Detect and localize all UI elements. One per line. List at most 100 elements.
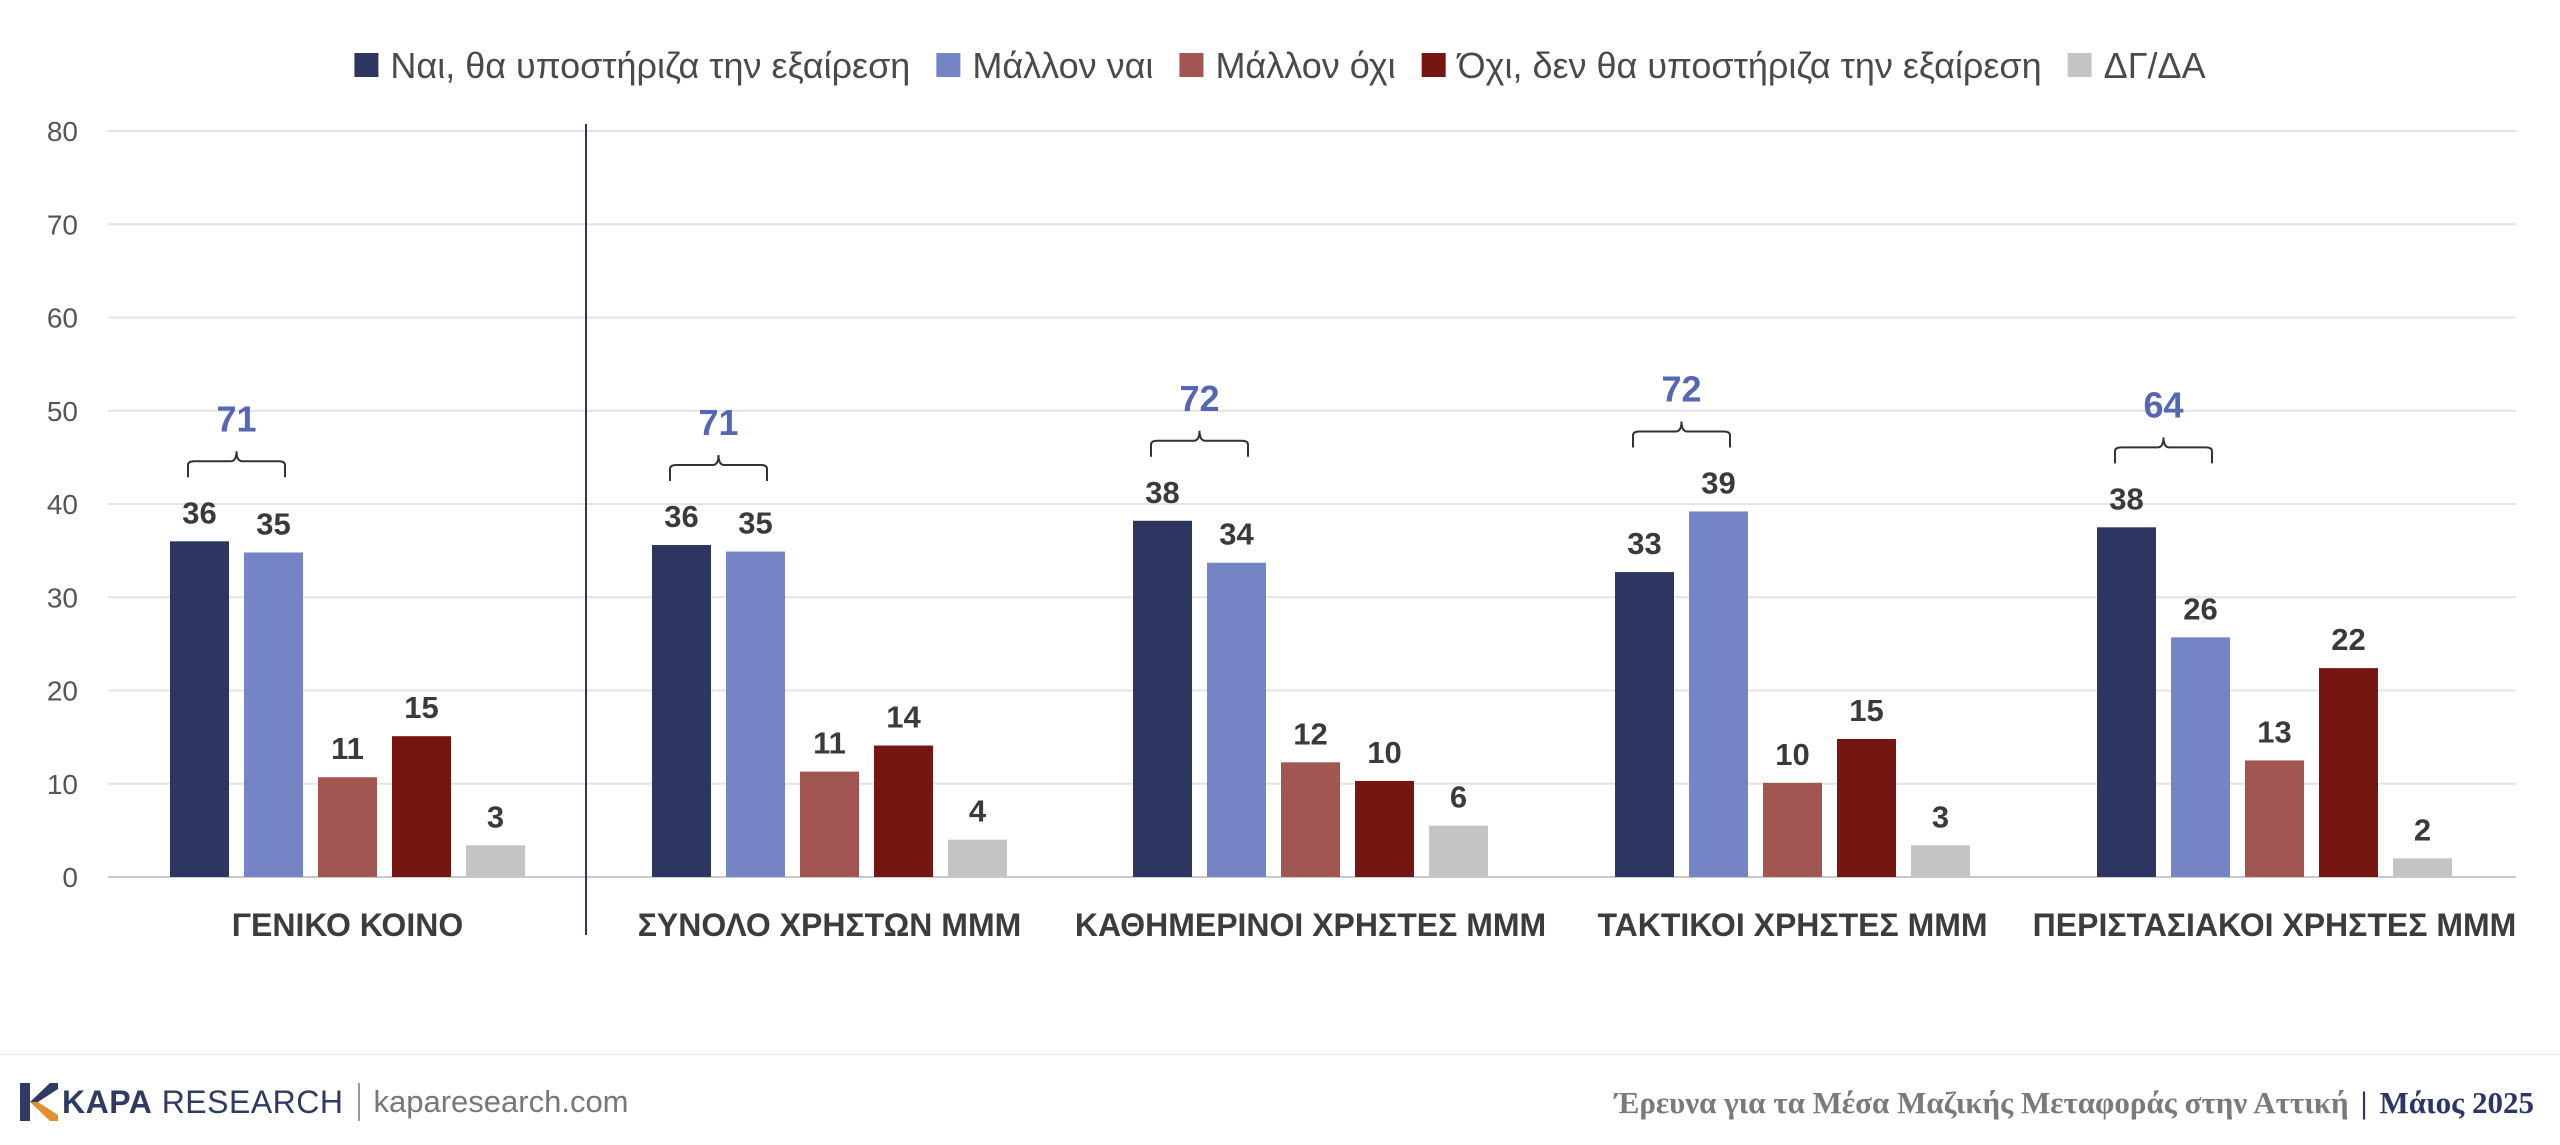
bar-value-label: 15 [404, 690, 438, 725]
legend: Ναι, θα υποστήριζα την εξαίρεση Μάλλον να… [354, 45, 2206, 86]
y-tick-label: 30 [47, 582, 78, 613]
bar-value-label: 22 [2331, 622, 2365, 657]
bar [466, 845, 525, 877]
category-labels: ΓΕΝΙΚΟ ΚΟΙΝΟ ΣΥΝΟΛΟ ΧΡΗΣΤΩΝ ΜΜΜ ΚΑΘΗΜΕΡΙΝΟ… [232, 907, 2517, 943]
bar [1207, 562, 1266, 877]
bar [726, 551, 785, 877]
footer: KAPA RESEARCH kaparesearch.com Έρευνα γι… [0, 1054, 2560, 1145]
legend-swatch [1421, 53, 1446, 77]
bar-value-label: 36 [664, 499, 698, 534]
y-tick-label: 60 [47, 303, 78, 334]
gridlines [108, 130, 2516, 878]
y-axis-ticks: 0 10 20 30 40 50 60 70 80 [47, 116, 78, 893]
bar [874, 745, 933, 877]
survey-info: Έρευνα για τα Μέσα Μαζικής Μεταφοράς στη… [1615, 1083, 2534, 1123]
legend-label: Μάλλον όχι [1215, 45, 1395, 86]
sum-brace [669, 455, 768, 482]
bar-value-label: 4 [969, 794, 987, 829]
y-tick-label: 70 [47, 209, 78, 240]
legend-swatch [936, 53, 961, 77]
legend-label: Όχι, δεν θα υποστήριζα την εξαίρεση [1456, 45, 2042, 86]
brand-name: KAPA RESEARCH [62, 1084, 344, 1121]
sum-brace [1632, 421, 1731, 448]
bar [1429, 825, 1488, 877]
bar-value-label: 39 [1701, 465, 1735, 500]
bar [2393, 858, 2452, 877]
bar-value-label: 2 [2414, 812, 2431, 847]
bar-value-label: 38 [2109, 481, 2143, 516]
bar [800, 771, 859, 877]
category-label: ΚΑΘΗΜΕΡΙΝΟΙ ΧΡΗΣΤΕΣ ΜΜΜ [1075, 907, 1546, 943]
bar [948, 839, 1007, 877]
bar-value-label: 35 [256, 506, 290, 541]
y-tick-label: 50 [47, 396, 78, 427]
bar [1133, 520, 1192, 877]
bar-value-label: 10 [1775, 737, 1809, 772]
bar-value-label: 36 [182, 495, 216, 530]
bar-value-label: 11 [331, 731, 364, 766]
y-tick-label: 0 [62, 862, 78, 893]
sum-brace [187, 451, 286, 478]
bar-value-label: 35 [738, 506, 772, 541]
survey-separator: | [2360, 1085, 2368, 1120]
legend-swatch [2067, 53, 2092, 77]
bar [1355, 780, 1414, 877]
sum-label: 64 [2143, 384, 2183, 425]
legend-label: Μάλλον ναι [972, 45, 1153, 86]
sum-label: 72 [1661, 368, 1701, 409]
bar-value-label: 33 [1627, 526, 1661, 561]
brand-separator [357, 1083, 360, 1121]
sum-label: 72 [1179, 378, 1219, 419]
bar-value-label: 34 [1219, 517, 1254, 552]
bar-value-label: 12 [1293, 716, 1327, 751]
survey-date: Μάιος 2025 [2379, 1085, 2534, 1120]
bar-value-label: 10 [1367, 735, 1401, 770]
y-tick-label: 40 [47, 489, 78, 520]
bar [392, 736, 451, 877]
bar [1689, 511, 1748, 877]
sum-label: 71 [698, 402, 738, 443]
legend-item: Ναι, θα υποστήριζα την εξαίρεση [354, 45, 910, 86]
sum-label: 71 [216, 398, 256, 439]
value-labels: 36 35 11 15 3 36 35 11 14 4 38 34 12 10 6 33 39 10 15 3 38 26… [182, 465, 2431, 847]
bar-value-label: 26 [2183, 591, 2217, 626]
y-tick-label: 10 [47, 769, 78, 800]
brand[interactable]: KAPA RESEARCH kaparesearch.com [20, 1079, 629, 1125]
y-tick-label: 20 [47, 676, 78, 707]
bar [1281, 762, 1340, 877]
kapa-logo-icon [20, 1083, 58, 1121]
category-label: ΤΑΚΤΙΚΟΙ ΧΡΗΣΤΕΣ ΜΜΜ [1597, 907, 1987, 943]
bar [1837, 738, 1896, 877]
brand-name-bold: KAPA [62, 1083, 153, 1120]
category-label: ΓΕΝΙΚΟ ΚΟΙΝΟ [232, 907, 463, 943]
bar [2319, 668, 2378, 877]
bar-value-label: 38 [1145, 475, 1179, 510]
legend-item: ΔΓ/ΔΑ [2067, 45, 2206, 86]
sum-braces: 71 71 72 72 64 [187, 368, 2213, 482]
bar [2245, 760, 2304, 877]
sum-brace [2114, 437, 2213, 464]
bar-value-label: 11 [813, 726, 846, 761]
bar-value-label: 13 [2257, 714, 2291, 749]
bar [1615, 572, 1674, 877]
bar [318, 777, 377, 877]
website-link[interactable]: kaparesearch.com [373, 1084, 629, 1119]
legend-item: Όχι, δεν θα υποστήριζα την εξαίρεση [1421, 45, 2042, 86]
legend-item: Μάλλον όχι [1179, 45, 1396, 86]
survey-title: Έρευνα για τα Μέσα Μαζικής Μεταφοράς στη… [1614, 1085, 2349, 1120]
category-label: ΠΕΡΙΣΤΑΣΙΑΚΟΙ ΧΡΗΣΤΕΣ ΜΜΜ [2033, 907, 2517, 943]
bar-value-label: 3 [1932, 799, 1949, 834]
legend-item: Μάλλον ναι [936, 45, 1153, 86]
y-tick-label: 80 [47, 116, 78, 147]
legend-swatch [1179, 53, 1204, 77]
bar [2097, 527, 2156, 877]
brand-name-rest: RESEARCH [161, 1083, 344, 1120]
bar-value-label: 15 [1849, 693, 1883, 728]
sum-brace [1150, 430, 1249, 457]
legend-label: ΔΓ/ΔΑ [2104, 45, 2206, 86]
bar [244, 552, 303, 877]
legend-label: Ναι, θα υποστήριζα την εξαίρεση [390, 45, 910, 86]
bar [1911, 845, 1970, 877]
chart: Ναι, θα υποστήριζα την εξαίρεση Μάλλον να… [47, 45, 2517, 943]
bar [1763, 782, 1822, 877]
